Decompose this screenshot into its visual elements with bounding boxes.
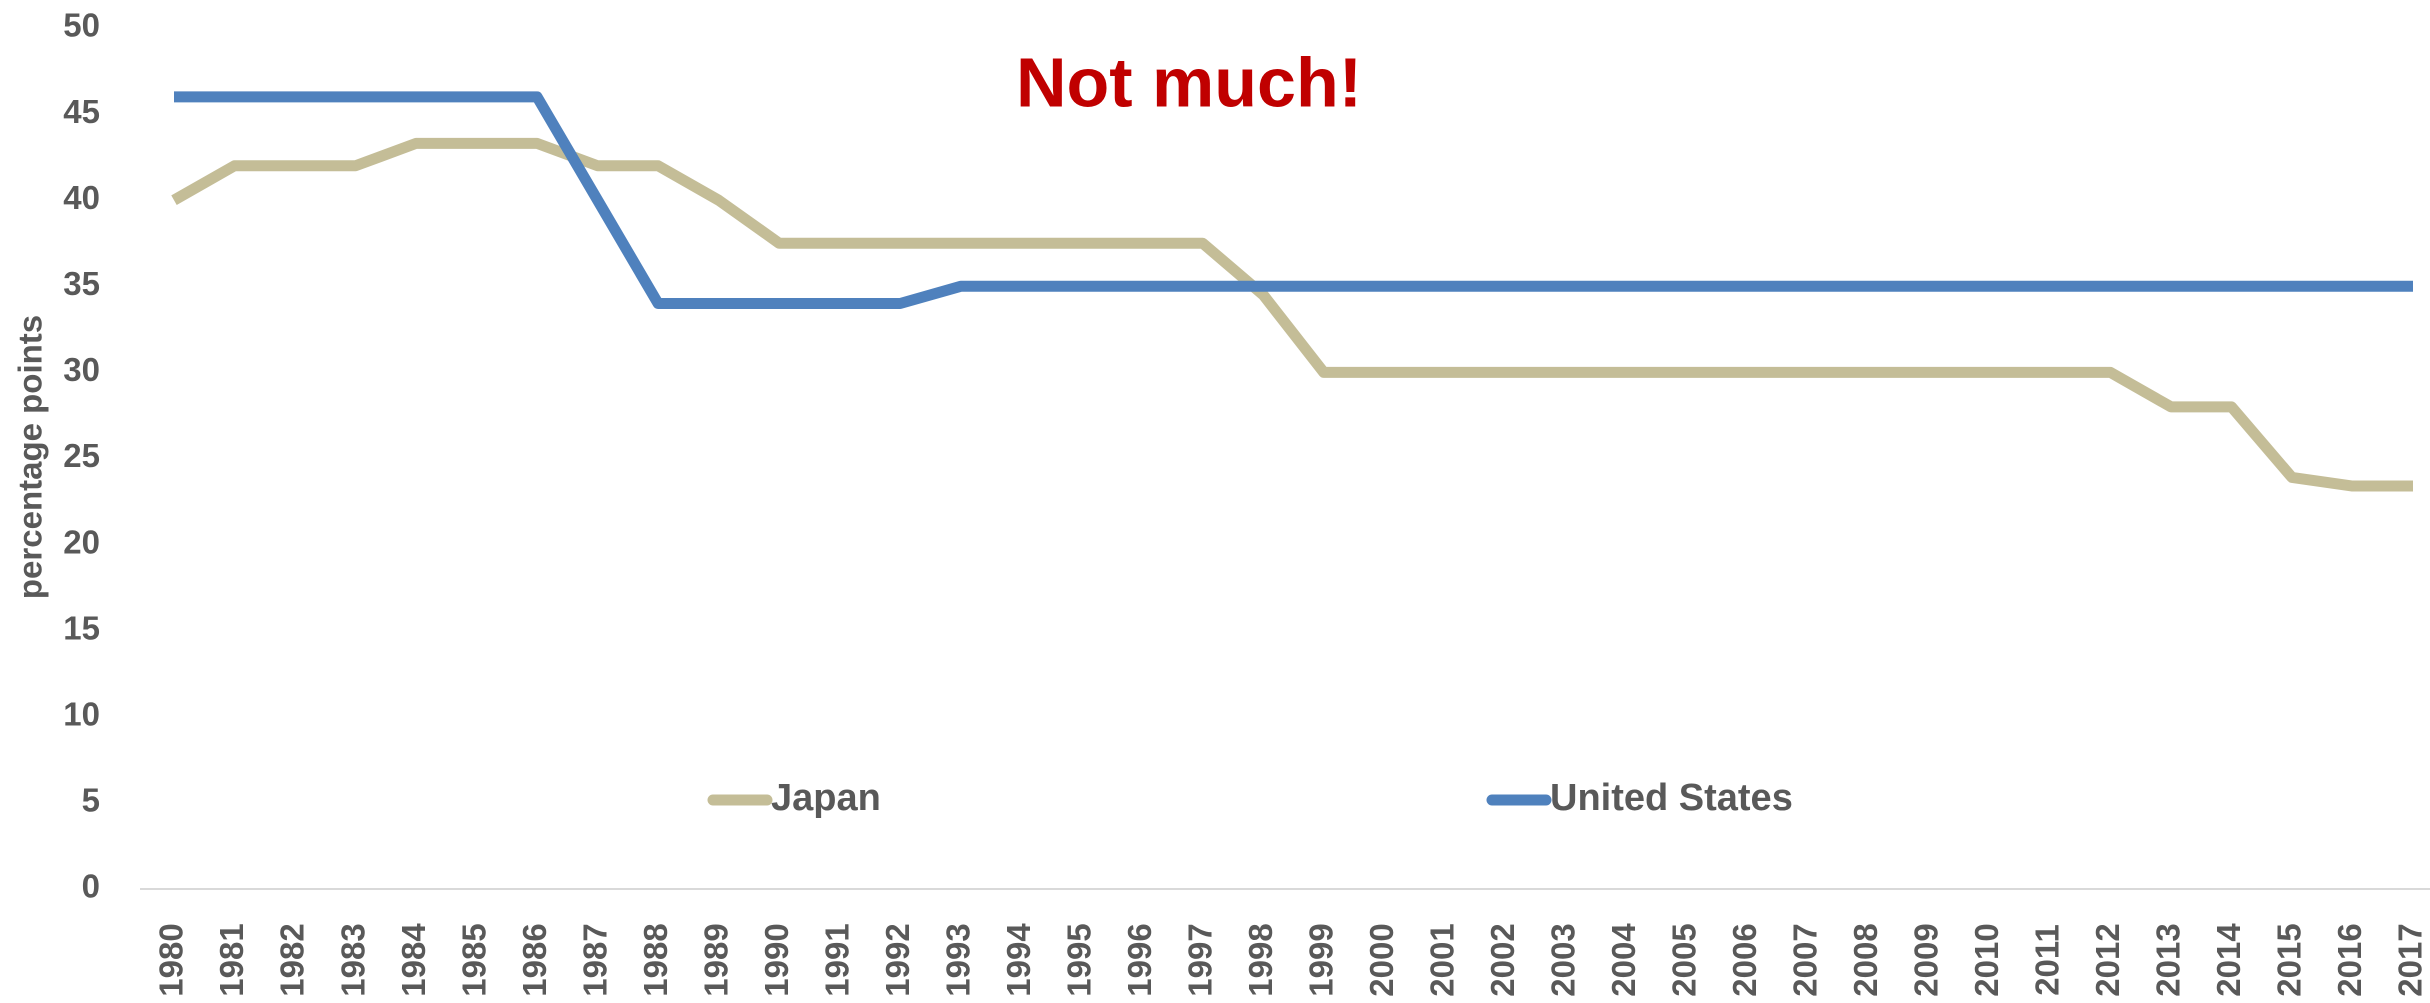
x-tick-label: 1981 [213,923,250,996]
y-tick-label: 20 [63,523,100,560]
chart-title: Not much! [1016,43,1362,121]
x-tick-label: 2009 [1908,923,1945,996]
x-tick-label: 1996 [1121,923,1158,996]
y-axis-label: percentage points [12,315,49,599]
x-tick-label: 1991 [818,923,855,996]
x-tick-label: 2000 [1363,923,1400,996]
x-tick-label: 1988 [637,923,674,996]
y-tick-label: 15 [63,609,100,646]
x-tick-label: 1993 [939,923,976,996]
x-tick-label: 2017 [2392,923,2429,996]
x-tick-label: 2010 [1968,923,2005,996]
x-tick-label: 2003 [1545,923,1582,996]
x-tick-label: 2008 [1847,923,1884,996]
y-tick-label: 25 [63,437,100,474]
x-tick-label: 2006 [1726,923,1763,996]
x-tick-label: 1992 [879,923,916,996]
y-tick-label: 45 [63,93,100,130]
x-tick-label: 2007 [1787,923,1824,996]
x-tick-label: 1985 [455,923,492,996]
x-tick-label: 1989 [697,923,734,996]
y-tick-label: 35 [63,265,100,302]
line-series [174,91,2413,310]
x-tick-label: 1999 [1302,923,1339,996]
y-tick-label: 5 [82,782,100,819]
x-tick-label: 2005 [1666,923,1703,996]
x-tick-label: 1984 [395,923,432,997]
x-tick-label: 2015 [2271,923,2308,996]
x-tick-label: 1998 [1242,923,1279,996]
x-tick-label: 1983 [334,923,371,996]
x-tick-label: 1982 [274,923,311,996]
y-tick-label: 40 [63,179,100,216]
x-tick-label: 1990 [758,923,795,996]
x-tick-label: 1994 [1000,923,1037,997]
x-tick-label: 2002 [1484,923,1521,996]
y-tick-label: 0 [82,868,100,905]
x-tick-label: 2013 [2150,923,2187,996]
x-tick-label: 1980 [153,923,190,996]
y-tick-label: 30 [63,351,100,388]
line-series [171,137,2413,492]
x-tick-label: 2016 [2331,923,2368,996]
x-tick-label: 1987 [576,923,613,996]
x-tick-label: 1986 [516,923,553,996]
legend-label: Japan [771,777,881,819]
y-tick-label: 10 [63,696,100,733]
y-tick-label: 50 [63,7,100,44]
x-tick-label: 2011 [2029,924,2066,996]
x-tick-label: 2012 [2089,923,2126,996]
x-tick-label: 2001 [1424,923,1461,996]
x-tick-label: 1997 [1181,923,1218,996]
x-tick-label: 2004 [1605,923,1642,997]
legend-label: United States [1550,777,1793,819]
x-tick-label: 2014 [2210,923,2247,997]
x-tick-label: 1995 [1060,923,1097,996]
